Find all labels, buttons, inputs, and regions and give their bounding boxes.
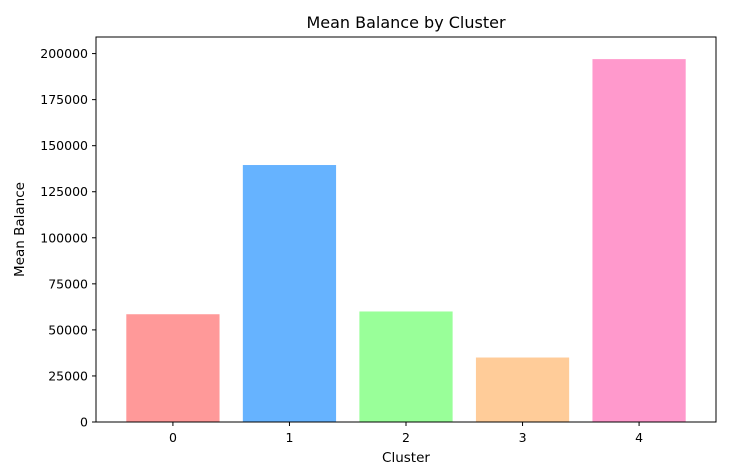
y-tick-label: 150000 — [40, 138, 88, 153]
bar-cluster-2 — [359, 311, 453, 422]
bar-cluster-0 — [126, 314, 220, 422]
y-tick-label: 100000 — [40, 230, 88, 245]
y-tick-label: 175000 — [40, 92, 88, 107]
bars-layer — [126, 59, 686, 423]
x-tick-label: 0 — [169, 430, 177, 445]
x-tick-label: 1 — [285, 430, 293, 445]
x-tick-label: 3 — [519, 430, 527, 445]
x-axis: 0 1 2 3 4 — [169, 422, 643, 445]
y-tick-label: 50000 — [48, 322, 88, 337]
y-tick-label: 0 — [80, 415, 88, 430]
y-tick-label: 125000 — [40, 184, 88, 199]
y-axis: 0 25000 50000 75000 100000 125000 150000 175000… — [40, 46, 96, 430]
y-tick-label: 200000 — [40, 46, 88, 61]
y-tick-label: 75000 — [48, 276, 88, 291]
plot-frame — [95, 36, 717, 423]
bar-cluster-4 — [592, 59, 686, 423]
x-tick-label: 4 — [635, 430, 643, 445]
x-axis-label: Cluster — [382, 450, 430, 466]
chart-title: Mean Balance by Cluster — [306, 13, 506, 32]
y-tick-label: 25000 — [48, 368, 88, 383]
y-axis-label: Mean Balance — [12, 182, 28, 277]
bar-cluster-1 — [242, 165, 337, 423]
x-tick-label: 2 — [402, 430, 410, 445]
bar-cluster-3 — [475, 357, 570, 422]
